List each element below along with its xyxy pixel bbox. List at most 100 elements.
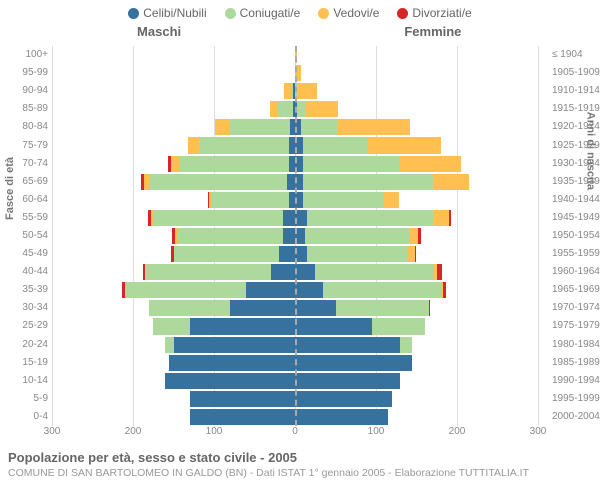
bar-segment-female	[418, 228, 420, 244]
bar-segment-male	[141, 174, 144, 190]
bar-segment-male	[209, 192, 211, 208]
bar-segment-male	[279, 246, 295, 262]
legend-item: Vedovi/e	[318, 6, 379, 20]
bar-segment-male	[284, 83, 292, 99]
bar-segment-female	[301, 119, 337, 135]
age-label: 20-24	[0, 339, 48, 350]
bar-segment-female	[400, 337, 412, 353]
age-label: 30-34	[0, 302, 48, 313]
bar-segment-female	[295, 318, 372, 334]
bar-segment-male	[151, 210, 153, 226]
bar-segment-male	[169, 355, 295, 371]
age-label: 0-4	[0, 411, 48, 422]
legend-dot	[397, 8, 408, 19]
legend-label: Celibi/Nubili	[143, 6, 206, 20]
age-label: 45-49	[0, 248, 48, 259]
bar-segment-female	[305, 228, 410, 244]
bar-segment-male	[215, 119, 230, 135]
x-axis: 3002001000100200300	[52, 426, 538, 444]
bar-segment-female	[433, 210, 449, 226]
bar-segment-male	[149, 174, 287, 190]
gender-headers: Maschi Femmine	[0, 24, 600, 42]
birth-label: 1925-1929	[552, 140, 600, 151]
birth-label: 1910-1914	[552, 85, 600, 96]
header-male: Maschi	[137, 24, 181, 39]
bar-segment-female	[307, 246, 408, 262]
legend-dot	[128, 8, 139, 19]
bar-segment-female	[307, 210, 433, 226]
birth-label: 2000-2004	[552, 411, 600, 422]
bar-segment-male	[175, 228, 177, 244]
birth-label: 1985-1989	[552, 357, 600, 368]
bar-segment-male	[174, 337, 296, 353]
age-label: 70-74	[0, 158, 48, 169]
bar-segment-female	[408, 246, 414, 262]
age-label: 65-69	[0, 176, 48, 187]
bar-segment-male	[178, 228, 283, 244]
bar-segment-male	[283, 210, 295, 226]
age-label: 80-84	[0, 121, 48, 132]
age-label: 55-59	[0, 212, 48, 223]
bar-segment-female	[303, 137, 368, 153]
bar-segment-male	[171, 156, 179, 172]
age-label: 40-44	[0, 266, 48, 277]
bar-segment-male	[190, 318, 295, 334]
birth-label: ≤ 1904	[552, 49, 600, 60]
legend-item: Celibi/Nubili	[128, 6, 206, 20]
bar-segment-female	[372, 318, 425, 334]
bar-segment-male	[190, 409, 295, 425]
legend-label: Vedovi/e	[333, 6, 379, 20]
bar-segment-male	[168, 156, 171, 172]
x-tick: 100	[206, 426, 223, 437]
bar-segment-female	[297, 83, 317, 99]
birth-label: 1960-1964	[552, 266, 600, 277]
birth-label: 1965-1969	[552, 284, 600, 295]
bar-segment-female	[400, 156, 461, 172]
bar-segment-male	[122, 282, 125, 298]
bar-segment-female	[295, 391, 392, 407]
bar-segment-male	[179, 156, 288, 172]
birth-label: 1945-1949	[552, 212, 600, 223]
age-label: 90-94	[0, 85, 48, 96]
bar-segment-male	[278, 101, 293, 117]
legend-dot	[225, 8, 236, 19]
bar-segment-male	[144, 174, 149, 190]
legend-item: Divorziati/e	[397, 6, 471, 20]
bar-segment-female	[303, 156, 400, 172]
age-label: 50-54	[0, 230, 48, 241]
bar-segment-male	[230, 300, 295, 316]
bar-segment-female	[410, 228, 418, 244]
bar-segment-female	[295, 337, 400, 353]
bar-segment-female	[303, 174, 433, 190]
birth-label: 1955-1959	[552, 248, 600, 259]
bar-segment-male	[125, 282, 247, 298]
legend-dot	[318, 8, 329, 19]
bar-segment-female	[415, 246, 417, 262]
age-label: 85-89	[0, 103, 48, 114]
birth-label: 1940-1944	[552, 194, 600, 205]
birth-label: 1935-1939	[552, 176, 600, 187]
bar-segment-male	[165, 373, 295, 389]
chart-subtitle: COMUNE DI SAN BARTOLOMEO IN GALDO (BN) -…	[8, 467, 600, 479]
bar-segment-male	[270, 101, 278, 117]
bar-segment-female	[337, 119, 410, 135]
x-tick: 300	[44, 426, 61, 437]
birth-label: 1970-1974	[552, 302, 600, 313]
birth-label: 1980-1984	[552, 339, 600, 350]
birth-label: 1930-1934	[552, 158, 600, 169]
bar-segment-male	[199, 137, 288, 153]
bar-segment-female	[295, 300, 336, 316]
bar-segment-female	[336, 300, 429, 316]
x-tick: 100	[368, 426, 385, 437]
bar-segment-male	[143, 264, 145, 280]
bar-segment-male	[229, 119, 290, 135]
bar-segment-male	[292, 83, 294, 99]
bar-segment-female	[315, 264, 432, 280]
legend-label: Divorziati/e	[412, 6, 471, 20]
bar-segment-male	[145, 264, 271, 280]
birth-label: 1995-1999	[552, 393, 600, 404]
age-label: 95-99	[0, 67, 48, 78]
bar-segment-female	[443, 282, 445, 298]
bar-segment-male	[165, 337, 173, 353]
header-female: Femmine	[404, 24, 461, 39]
